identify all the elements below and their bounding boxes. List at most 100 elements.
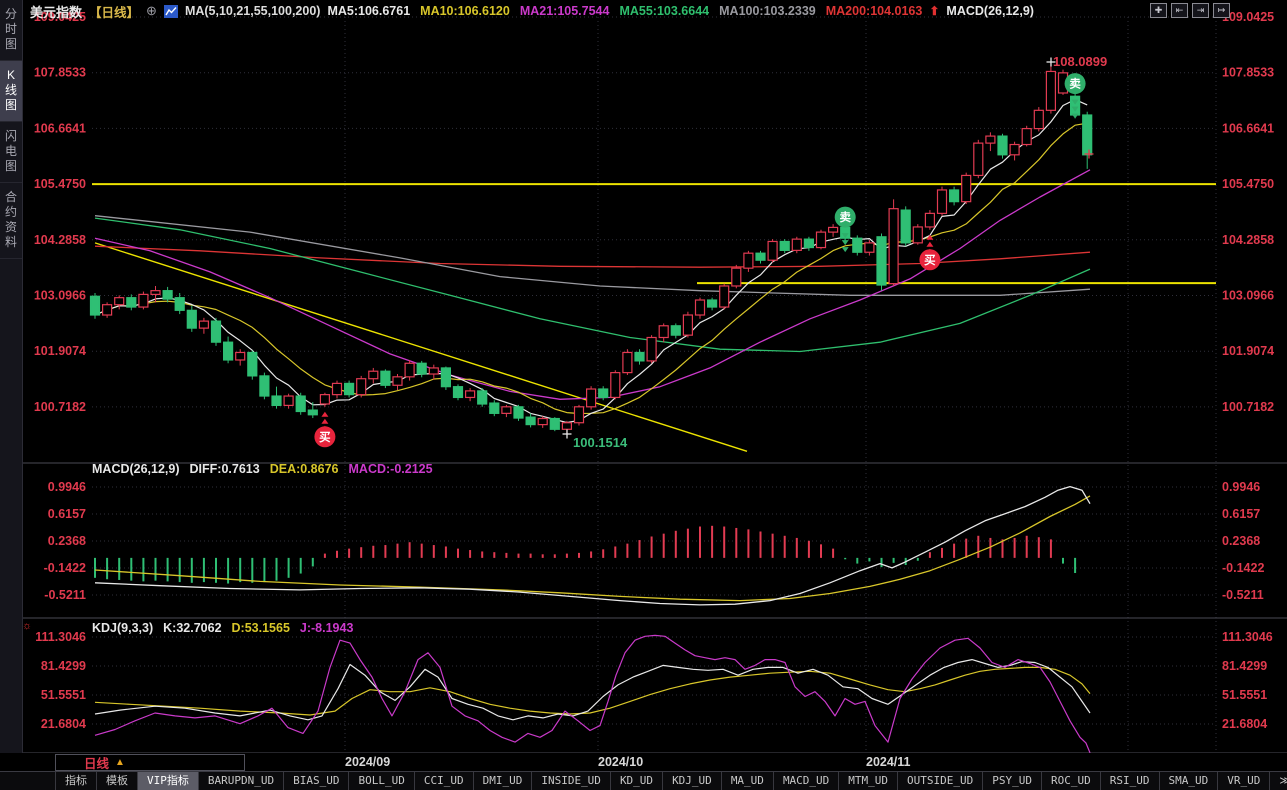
svg-text:51.5551: 51.5551 [41,688,86,702]
ma-group-label: MA(5,10,21,55,100,200) [184,4,321,18]
svg-text:107.8533: 107.8533 [1222,66,1274,80]
macd-header: MACD(26,12,9) DIFF:0.7613 DEA:0.8676 MACD:-… [92,462,433,476]
tab-MTM_UD[interactable]: MTM_UD [839,772,899,790]
tab-≫[interactable]: ≫ [1270,772,1287,790]
kdj-j-value: J:-8.1943 [299,621,354,635]
ma-legend-item-0: MA5:106.6761 [327,4,411,18]
svg-text:81.4299: 81.4299 [41,659,86,673]
tab-MACD_UD[interactable]: MACD_UD [774,772,840,790]
macd-layer [94,485,1091,606]
macd-macd-value: MACD:-0.2125 [348,462,433,476]
svg-text:21.6804: 21.6804 [1222,717,1267,731]
scale-left-icon[interactable]: ⇤ [1171,3,1188,18]
svg-text:卖: 卖 [1069,77,1081,91]
tab-ROC_UD[interactable]: ROC_UD [1042,772,1101,790]
svg-text:0.6157: 0.6157 [48,507,86,521]
macd-dea-value: DEA:0.8676 [269,462,339,476]
svg-text:105.4750: 105.4750 [1222,177,1274,191]
scale-right-icon[interactable]: ⇥ [1192,3,1209,18]
svg-text:100.7182: 100.7182 [34,400,86,414]
svg-text:105.4750: 105.4750 [34,177,86,191]
circle-plus-icon[interactable]: ⊕ [146,3,157,18]
kdj-title: KDJ(9,3,3) [92,621,154,635]
sidebar-item-0[interactable]: 分时图 [0,0,22,61]
svg-text:103.0966: 103.0966 [1222,289,1274,303]
corner-toolbar: ✚ ⇤ ⇥ ↦ [1150,3,1230,18]
date-label-2: 2024/11 [866,755,911,769]
chart-header: 美元指数 【日线】 ⊕ MA(5,10,21,55,100,200) MA5:1… [30,2,1034,20]
svg-text:-0.5211: -0.5211 [1222,588,1264,602]
svg-text:买: 买 [319,431,331,444]
sidebar-item-2[interactable]: 闪电图 [0,122,22,183]
kdj-d-value: D:53.1565 [231,621,290,635]
axis-labels-layer: 109.0425 109.0425 107.8533 107.8533 106.6641… [34,10,1274,731]
tab-RSI_UD[interactable]: RSI_UD [1101,772,1160,790]
ma-legend-item-5: MA200:104.0163 [825,4,923,18]
markers-layer: 买 卖买 卖 108.0899 100.1514 [314,54,1107,450]
svg-text:0.2368: 0.2368 [48,534,86,548]
indicator-settings-icon[interactable]: ☼ [22,620,33,632]
tab-DMI_UD[interactable]: DMI_UD [474,772,533,790]
indicator-tabbar: 指标 模板 VIP指标 BARUPDN_UD BIAS_UD BOLL_UD CCI_UD D… [0,771,1287,790]
sidebar-item-3[interactable]: 合约资料 [0,183,22,259]
tab-指标[interactable]: 指标 [55,772,97,790]
tab-OUTSIDE_UD[interactable]: OUTSIDE_UD [898,772,984,790]
tab-BIAS_UD[interactable]: BIAS_UD [284,772,350,790]
chart-canvas[interactable]: 买 卖买 卖 108.0899 100.1514 109.0425 109.0425 107.… [0,0,1287,753]
chart-type-icon[interactable] [163,4,178,18]
ma-layer [92,98,1216,452]
svg-text:111.3046: 111.3046 [35,630,86,644]
tab-KD_UD[interactable]: KD_UD [611,772,664,790]
svg-text:107.8533: 107.8533 [34,66,86,80]
svg-text:21.6804: 21.6804 [41,717,86,731]
svg-text:111.3046: 111.3046 [1222,630,1273,644]
period-selector-label: 日线 [84,757,110,771]
ma-legend-item-2: MA21:105.7544 [519,4,610,18]
tab-SMA_UD[interactable]: SMA_UD [1160,772,1219,790]
ma-legend: MA5:106.6761 MA10:106.6120 MA21:105.7544 MA… [327,4,922,18]
svg-text:-0.1422: -0.1422 [1222,561,1264,575]
svg-text:0.9946: 0.9946 [48,480,86,494]
period-label: 【日线】 [89,5,140,20]
tab-KDJ_UD[interactable]: KDJ_UD [663,772,722,790]
svg-text:106.6641: 106.6641 [34,121,86,135]
svg-text:51.5551: 51.5551 [1222,688,1267,702]
tab-VIP指标[interactable]: VIP指标 [138,772,199,790]
svg-text:108.0899: 108.0899 [1053,54,1107,69]
tab-VR_UD[interactable]: VR_UD [1218,772,1271,790]
tab-PSY_UD[interactable]: PSY_UD [983,772,1043,790]
tab-MA_UD[interactable]: MA_UD [722,772,774,790]
svg-text:109.0425: 109.0425 [34,10,86,24]
kdj-k-value: K:32.7062 [163,621,222,635]
tab-INSIDE_UD[interactable]: INSIDE_UD [532,772,611,790]
svg-text:103.0966: 103.0966 [34,289,86,303]
date-label-0: 2024/09 [345,755,391,769]
pan-right-icon[interactable]: ↦ [1213,3,1230,18]
svg-text:卖: 卖 [839,210,851,224]
svg-text:104.2858: 104.2858 [1222,233,1274,247]
tab-BARUPDN_UD[interactable]: BARUPDN_UD [199,772,285,790]
svg-text:0.9946: 0.9946 [1222,480,1260,494]
date-label-1: 2024/10 [598,755,644,769]
svg-text:买: 买 [924,254,936,267]
time-axis-row: 日线 ▲ 2024/09 2024/10 2024/11 [0,753,1287,771]
svg-text:109.0425: 109.0425 [1222,10,1274,24]
ma-legend-item-3: MA55:103.6644 [619,4,710,18]
svg-text:106.6641: 106.6641 [1222,121,1274,135]
up-arrow-icon: ⬆ [929,4,940,18]
candles-layer [89,61,1093,434]
kdj-header: KDJ(9,3,3) K:32.7062 D:53.1565 J:-8.1943 [92,621,353,635]
tab-CCI_UD[interactable]: CCI_UD [415,772,474,790]
svg-text:81.4299: 81.4299 [1222,659,1267,673]
tab-BOLL_UD[interactable]: BOLL_UD [349,772,415,790]
tab-模板[interactable]: 模板 [97,772,138,790]
svg-text:0.2368: 0.2368 [1222,534,1260,548]
svg-text:100.1514: 100.1514 [573,435,628,450]
svg-text:100.7182: 100.7182 [1222,400,1274,414]
period-selector[interactable]: 日线 ▲ [55,754,245,771]
ma-legend-item-4: MA100:103.2339 [719,4,816,18]
ma-legend-item-1: MA10:106.6120 [420,4,510,18]
crosshair-icon[interactable]: ✚ [1150,3,1167,18]
